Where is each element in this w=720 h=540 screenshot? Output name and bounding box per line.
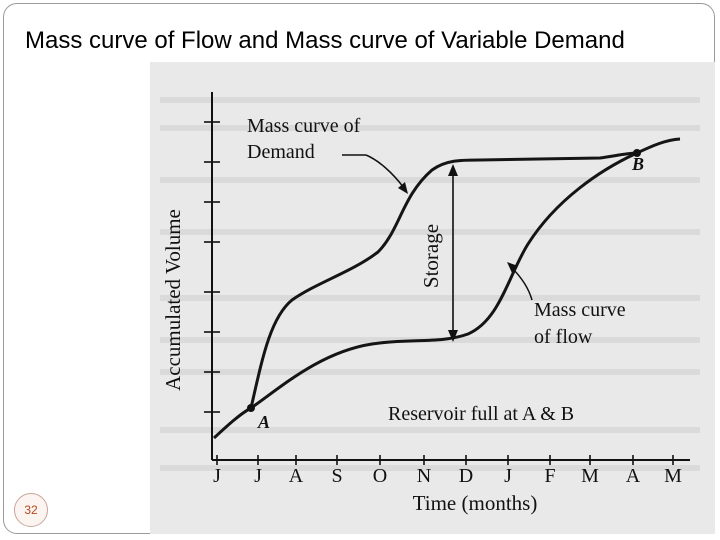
scan-background-texture [160,97,700,471]
x-tick-label: J [504,465,512,487]
x-tick-label: O [373,465,387,487]
demand-label-line2: Demand [247,141,315,163]
y-axis-ticks [204,121,220,413]
x-tick-label: J [254,465,262,487]
point-b-marker [633,149,641,157]
x-axis-ticks [216,455,674,465]
reservoir-note: Reservoir full at A & B [388,403,574,425]
x-tick-labels: J J A S O N D J F M A M [213,465,682,487]
demand-leader-arrowhead [398,182,408,194]
x-tick-label: S [331,465,342,487]
demand-label-line1: Mass curve of [247,115,361,137]
storage-arrow-head-bottom [448,330,458,342]
flow-leader-arrowhead [507,262,518,273]
flow-mass-curve [212,137,681,440]
x-tick-label: A [289,465,304,487]
x-tick-label: N [417,465,431,487]
y-axis-title: Accumulated Volume [161,209,185,391]
flow-label-line1: Mass curve [534,299,626,321]
mass-curve-figure: J J A S O N D J F M A M Time (months) Ac… [150,62,715,534]
point-a-label: A [257,412,270,432]
x-axis-title: Time (months) [413,491,538,515]
x-tick-label: D [459,465,473,487]
x-tick-label: M [581,465,599,487]
point-b-label: B [631,154,644,174]
slide-title: Mass curve of Flow and Mass curve of Var… [25,27,625,54]
point-a-marker [247,404,255,412]
x-tick-label: J [213,465,221,487]
x-tick-label: A [626,465,641,487]
storage-label: Storage [419,224,443,288]
storage-arrow-head-top [448,164,458,176]
flow-label-line2: of flow [534,326,593,348]
x-tick-label: F [544,465,555,487]
demand-mass-curve [249,151,638,409]
demand-leader-curve [365,154,405,189]
page-number-badge: 32 [14,493,48,527]
x-tick-label: M [664,465,682,487]
mass-curve-diagram: J J A S O N D J F M A M Time (months) Ac… [160,92,700,515]
